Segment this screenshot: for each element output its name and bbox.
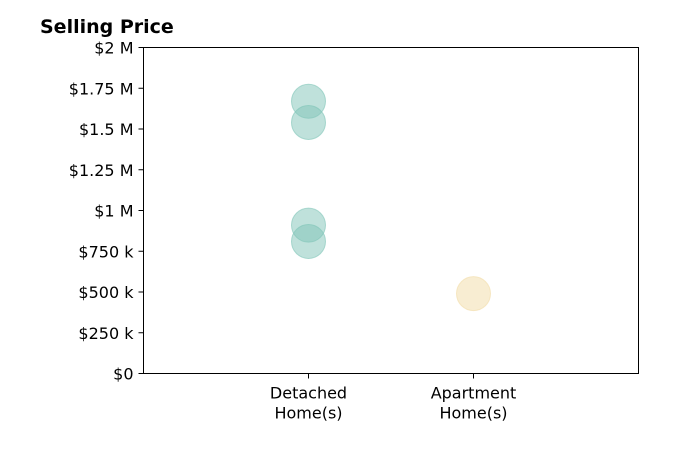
y-tick-label: $750 k (78, 242, 134, 261)
x-tick-label: Home(s) (439, 404, 507, 423)
plot-frame (143, 47, 639, 374)
y-tick-label: $1.25 M (69, 161, 134, 180)
y-tick-label: $1 M (94, 202, 133, 221)
y-tick-label: $1.75 M (69, 79, 134, 98)
y-tick-label: $250 k (78, 324, 134, 343)
x-tick-label: Detached (270, 384, 347, 403)
y-tick-label: $1.5 M (79, 120, 134, 139)
data-point (291, 104, 326, 140)
chart-title: Selling Price (40, 16, 174, 38)
x-tick-label: Home(s) (274, 404, 342, 423)
y-axis: $0 $250 k $500 k $750 k $1 M $1.25 M $1.5 M $1.… (69, 39, 144, 384)
x-tick-label: Apartment (431, 384, 517, 403)
data-points (291, 83, 491, 312)
data-point (291, 223, 326, 259)
y-tick-label: $2 M (94, 39, 133, 58)
data-point (456, 276, 491, 312)
y-tick-label: $500 k (78, 283, 134, 302)
y-tick-label: $0 (113, 365, 133, 384)
